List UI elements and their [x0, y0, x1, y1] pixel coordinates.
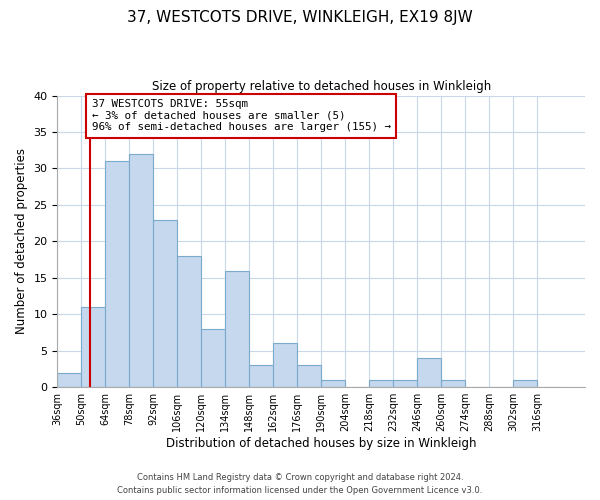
Y-axis label: Number of detached properties: Number of detached properties — [15, 148, 28, 334]
Bar — [106, 161, 130, 387]
Bar — [513, 380, 537, 387]
Bar — [82, 307, 106, 387]
Bar — [393, 380, 417, 387]
Bar — [154, 220, 178, 387]
Bar — [58, 372, 82, 387]
Bar — [369, 380, 393, 387]
Bar — [417, 358, 441, 387]
Bar — [273, 344, 297, 387]
Bar — [249, 366, 273, 387]
Bar — [225, 270, 249, 387]
Bar — [178, 256, 201, 387]
Text: 37 WESTCOTS DRIVE: 55sqm
← 3% of detached houses are smaller (5)
96% of semi-det: 37 WESTCOTS DRIVE: 55sqm ← 3% of detache… — [92, 99, 391, 132]
Bar — [441, 380, 465, 387]
Text: 37, WESTCOTS DRIVE, WINKLEIGH, EX19 8JW: 37, WESTCOTS DRIVE, WINKLEIGH, EX19 8JW — [127, 10, 473, 25]
Bar — [321, 380, 345, 387]
Title: Size of property relative to detached houses in Winkleigh: Size of property relative to detached ho… — [152, 80, 491, 93]
X-axis label: Distribution of detached houses by size in Winkleigh: Distribution of detached houses by size … — [166, 437, 476, 450]
Text: Contains HM Land Registry data © Crown copyright and database right 2024.
Contai: Contains HM Land Registry data © Crown c… — [118, 474, 482, 495]
Bar — [201, 329, 225, 387]
Bar — [130, 154, 154, 387]
Bar — [297, 366, 321, 387]
